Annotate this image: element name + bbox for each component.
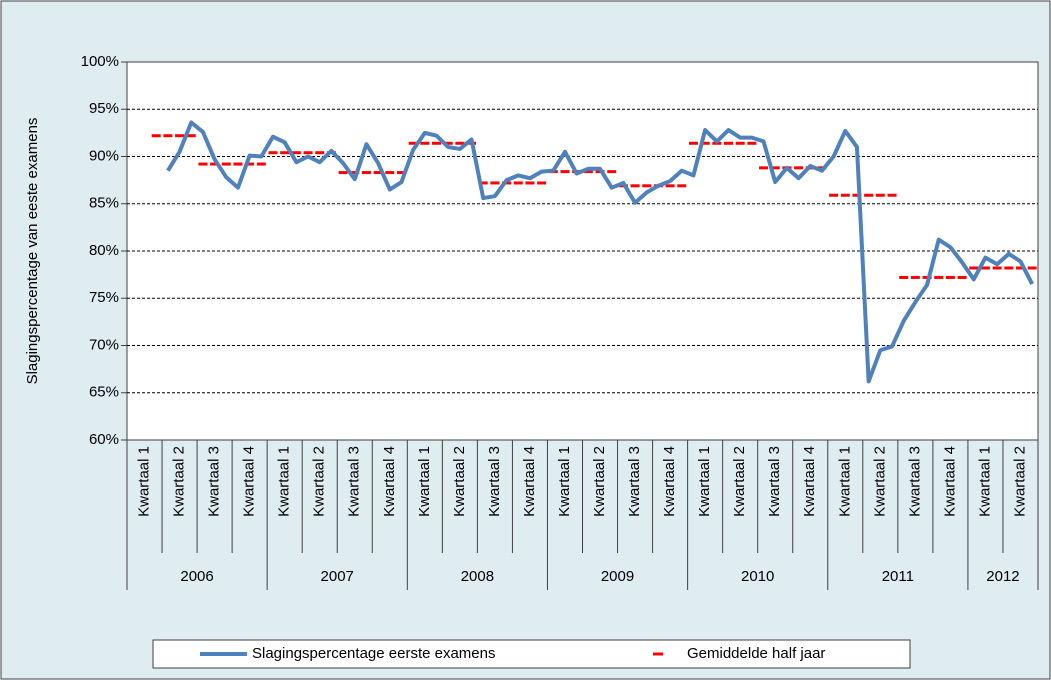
x-tick-label: Kwartaal 1 xyxy=(556,446,573,517)
legend-label: Gemiddelde half jaar xyxy=(687,645,825,662)
y-tick-label: 90% xyxy=(89,147,119,164)
category-group-label: 2009 xyxy=(601,568,634,585)
x-tick-label: Kwartaal 2 xyxy=(451,446,468,517)
x-tick-label: Kwartaal 2 xyxy=(591,446,608,517)
legend: Slagingspercentage eerste examens Gemidd… xyxy=(152,639,911,669)
y-tick-label: 65% xyxy=(89,384,119,401)
category-group-label: 2006 xyxy=(180,568,213,585)
legend-label: Slagingspercentage eerste examens xyxy=(252,645,496,662)
y-tick-label: 80% xyxy=(89,242,119,259)
x-tick-label: Kwartaal 4 xyxy=(941,446,958,517)
x-tick-label: Kwartaal 4 xyxy=(381,446,398,517)
y-tick-label: 60% xyxy=(89,431,119,448)
x-tick-label: Kwartaal 2 xyxy=(311,446,328,517)
y-tick-label: 85% xyxy=(89,195,119,212)
y-axis-title: Slagingspercentage van eeste examens xyxy=(24,118,41,385)
x-tick-label: Kwartaal 3 xyxy=(766,446,783,517)
x-tick-label: Kwartaal 2 xyxy=(171,446,188,517)
x-tick-label: Kwartaal 4 xyxy=(521,446,538,517)
x-tick-label: Kwartaal 4 xyxy=(801,446,818,517)
y-tick-label: 70% xyxy=(89,336,119,353)
data-line xyxy=(166,120,1034,384)
x-tick-label: Kwartaal 1 xyxy=(696,446,713,517)
category-group-label: 2007 xyxy=(321,568,354,585)
x-tick-label: Kwartaal 3 xyxy=(206,446,223,517)
x-tick-label: Kwartaal 1 xyxy=(976,446,993,517)
category-group-label: 2008 xyxy=(461,568,494,585)
legend-box xyxy=(152,639,911,669)
y-tick-label: 100% xyxy=(81,53,119,70)
y-tick-label: 95% xyxy=(89,100,119,117)
x-tick-label: Kwartaal 3 xyxy=(626,446,643,517)
x-tick-label: Kwartaal 4 xyxy=(661,446,678,517)
x-tick-label: Kwartaal 2 xyxy=(731,446,748,517)
x-tick-label: Kwartaal 3 xyxy=(906,446,923,517)
x-tick-label: Kwartaal 1 xyxy=(276,446,293,517)
x-tick-label: Kwartaal 1 xyxy=(836,446,853,517)
x-tick-label: Kwartaal 1 xyxy=(416,446,433,517)
x-tick-label: Kwartaal 2 xyxy=(871,446,888,517)
category-group-label: 2012 xyxy=(986,568,1019,585)
y-tick-label: 75% xyxy=(89,289,119,306)
x-tick-label: Kwartaal 2 xyxy=(1011,446,1028,517)
x-tick-label: Kwartaal 3 xyxy=(486,446,503,517)
category-group-label: 2011 xyxy=(882,568,914,585)
category-group-label: 2010 xyxy=(741,568,774,585)
x-tick-label: Kwartaal 4 xyxy=(241,446,258,517)
x-tick-label: Kwartaal 3 xyxy=(346,446,363,517)
x-tick-label: Kwartaal 1 xyxy=(135,446,152,517)
